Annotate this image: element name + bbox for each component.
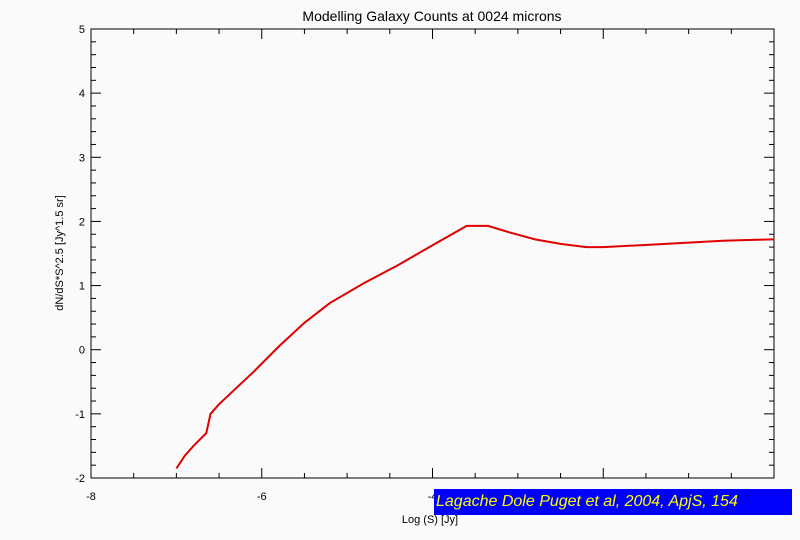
y-axis-label: dN/dS*S^2.5 [Jy^1.5 sr] xyxy=(54,195,66,310)
y-tick-label: -2 xyxy=(75,473,85,485)
citation-banner: Lagache Dole Puget et al, 2004, ApjS, 15… xyxy=(434,489,792,515)
y-tick-label: 1 xyxy=(79,281,85,293)
x-tick-label: -8 xyxy=(86,491,96,503)
series-line xyxy=(175,224,775,469)
y-tick-label: 3 xyxy=(79,152,85,164)
plot-frame xyxy=(90,28,775,479)
tick-labels: -8 -6 -4 -2 -1 0 1 2 3 4 5 xyxy=(75,24,437,503)
x-axis-label: Log (S) [Jy] xyxy=(402,514,458,526)
x-tick-label: -4 xyxy=(428,491,438,503)
y-tick-label: 5 xyxy=(79,24,85,36)
y-tick-label: 2 xyxy=(79,216,85,228)
y-tick-label: -1 xyxy=(75,409,85,421)
chart-title: Modelling Galaxy Counts at 0024 microns xyxy=(302,8,561,24)
y-tick-label: 4 xyxy=(79,88,85,100)
x-tick-label: -6 xyxy=(257,491,267,503)
y-tick-label: 0 xyxy=(79,345,85,357)
axis-ticks xyxy=(90,28,775,479)
